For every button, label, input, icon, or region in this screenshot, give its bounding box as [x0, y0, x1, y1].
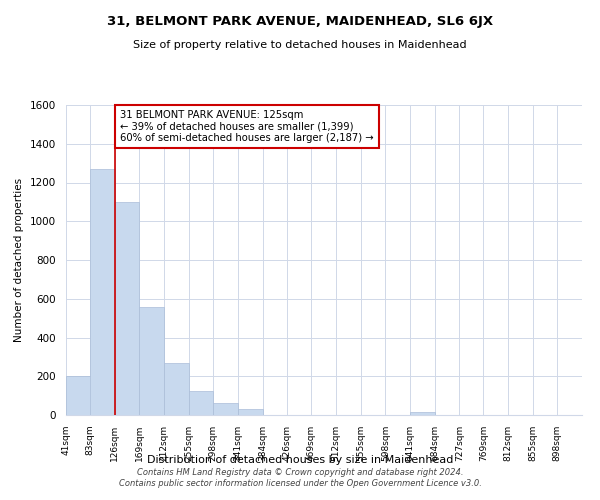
Bar	[214, 404, 238, 415]
Text: Size of property relative to detached houses in Maidenhead: Size of property relative to detached ho…	[133, 40, 467, 50]
Text: 31, BELMONT PARK AVENUE, MAIDENHEAD, SL6 6JX: 31, BELMONT PARK AVENUE, MAIDENHEAD, SL6…	[107, 15, 493, 28]
Bar	[115, 202, 139, 415]
Bar	[164, 362, 188, 415]
Text: Contains HM Land Registry data © Crown copyright and database right 2024.
Contai: Contains HM Land Registry data © Crown c…	[119, 468, 481, 487]
Bar	[238, 409, 263, 415]
Y-axis label: Number of detached properties: Number of detached properties	[14, 178, 25, 342]
Bar	[188, 391, 214, 415]
Bar	[66, 376, 91, 415]
Bar	[139, 306, 164, 415]
Bar	[410, 412, 434, 415]
Text: 31 BELMONT PARK AVENUE: 125sqm
← 39% of detached houses are smaller (1,399)
60% : 31 BELMONT PARK AVENUE: 125sqm ← 39% of …	[120, 110, 374, 143]
Text: Distribution of detached houses by size in Maidenhead: Distribution of detached houses by size …	[147, 455, 453, 465]
Bar	[90, 169, 115, 415]
